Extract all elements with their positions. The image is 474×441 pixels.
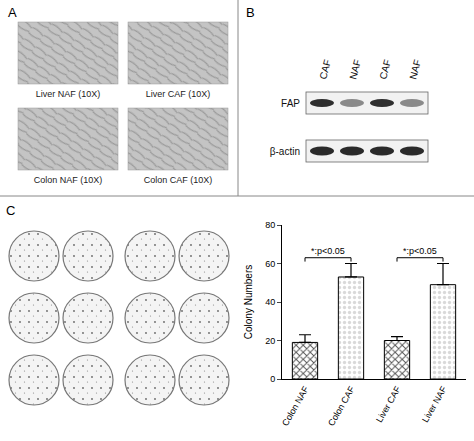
svg-text:β-actin: β-actin	[270, 146, 300, 157]
svg-text:*:p<0.05: *:p<0.05	[403, 246, 437, 256]
svg-text:20: 20	[265, 336, 275, 346]
svg-text:Colon CAF (10X): Colon CAF (10X)	[144, 175, 213, 185]
svg-text:80: 80	[265, 220, 275, 230]
svg-text:Liver CAF (10X): Liver CAF (10X)	[146, 89, 211, 99]
svg-text:C: C	[6, 203, 15, 218]
svg-text:CAF: CAF	[377, 58, 393, 80]
svg-text:*:p<0.05: *:p<0.05	[311, 246, 345, 256]
svg-text:FAP: FAP	[281, 98, 300, 109]
svg-text:Colony Numbers: Colony Numbers	[243, 265, 254, 339]
svg-text:Liver CAF: Liver CAF	[374, 384, 403, 424]
svg-text:Colon CAF: Colon CAF	[326, 384, 357, 428]
svg-text:Colon NAF: Colon NAF	[280, 384, 311, 428]
svg-text:NAF: NAF	[407, 58, 423, 80]
svg-text:Liver NAF (10X): Liver NAF (10X)	[36, 89, 101, 99]
svg-text:CAF: CAF	[317, 58, 333, 80]
svg-text:NAF: NAF	[347, 58, 363, 80]
svg-text:A: A	[8, 5, 17, 20]
svg-text:B: B	[246, 5, 255, 20]
svg-text:Colon NAF (10X): Colon NAF (10X)	[34, 175, 103, 185]
svg-text:Liver NAF: Liver NAF	[420, 384, 449, 424]
svg-text:0: 0	[270, 374, 275, 384]
svg-text:40: 40	[265, 297, 275, 307]
svg-text:60: 60	[265, 259, 275, 269]
